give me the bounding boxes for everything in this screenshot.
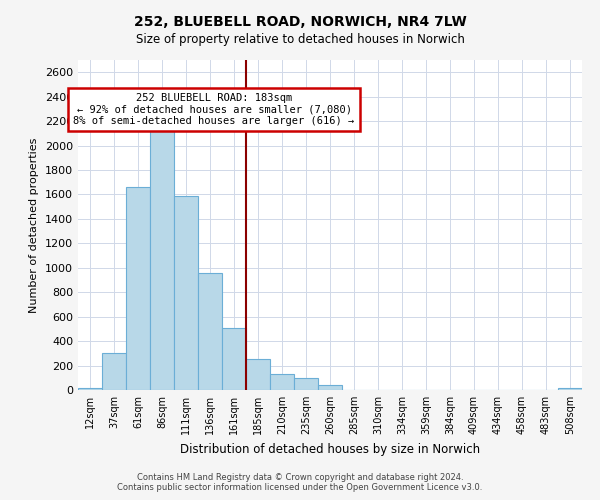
Bar (270, 374, 294, 390)
Text: Size of property relative to detached houses in Norwich: Size of property relative to detached ho… (136, 32, 464, 46)
Bar (126, 187, 150, 390)
Bar (174, 196, 198, 390)
Bar (558, 388, 582, 390)
Bar (318, 385, 342, 390)
Y-axis label: Number of detached properties: Number of detached properties (29, 138, 40, 312)
Bar (198, 272, 222, 390)
Text: 252 BLUEBELL ROAD: 183sqm
← 92% of detached houses are smaller (7,080)
8% of sem: 252 BLUEBELL ROAD: 183sqm ← 92% of detac… (73, 93, 355, 126)
Bar (150, 130, 174, 390)
Text: 252, BLUEBELL ROAD, NORWICH, NR4 7LW: 252, BLUEBELL ROAD, NORWICH, NR4 7LW (134, 15, 466, 29)
X-axis label: Distribution of detached houses by size in Norwich: Distribution of detached houses by size … (180, 442, 480, 456)
Bar (222, 328, 246, 390)
Bar (246, 360, 270, 390)
Bar (78, 388, 102, 390)
Bar (294, 378, 318, 390)
Bar (102, 354, 126, 390)
Text: Contains HM Land Registry data © Crown copyright and database right 2024.
Contai: Contains HM Land Registry data © Crown c… (118, 473, 482, 492)
